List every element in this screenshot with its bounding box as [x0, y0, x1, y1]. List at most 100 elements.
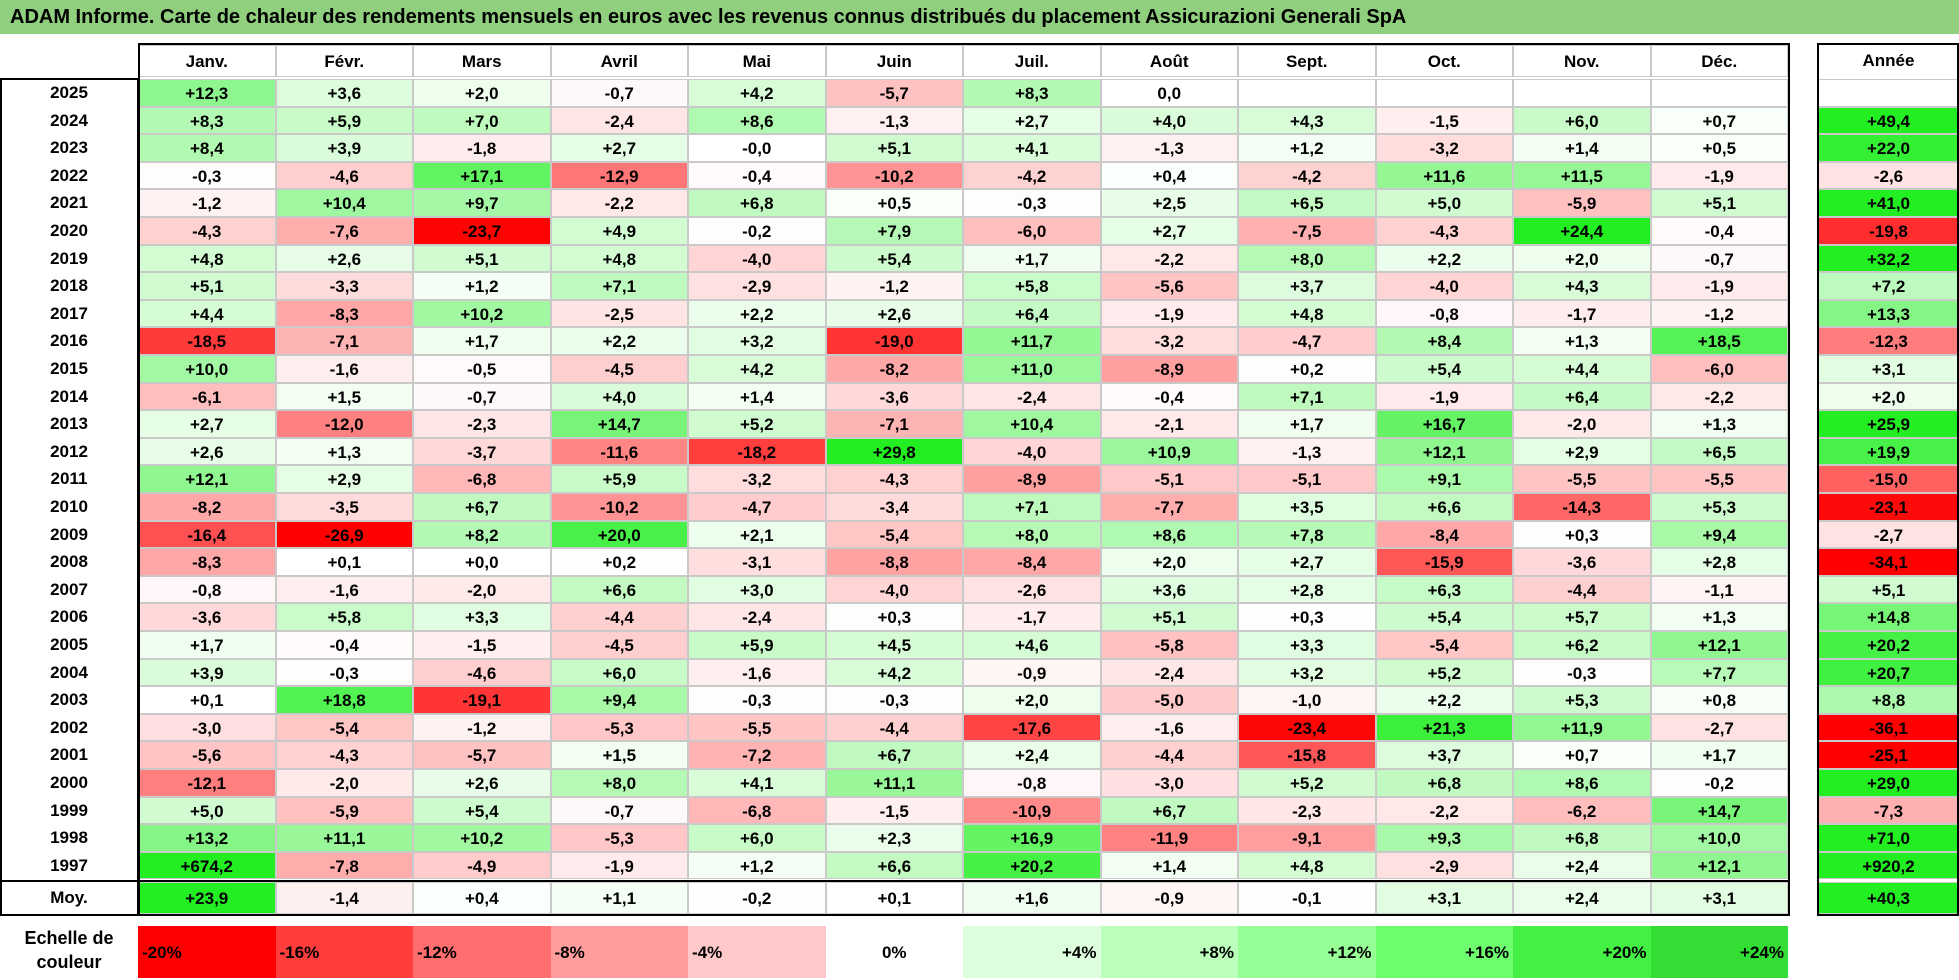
- heatmap-cell: -2,2: [550, 189, 688, 217]
- annual-cell: -23,1: [1818, 493, 1959, 521]
- heatmap-cell: -4,0: [688, 244, 826, 273]
- heatmap-cell: -6,8: [688, 796, 826, 825]
- heatmap-cell: -15,9: [1375, 548, 1513, 576]
- row-year-label: 1999: [50, 800, 88, 820]
- year-column-header: Année: [1818, 45, 1959, 77]
- heatmap-cell: +20,0: [550, 520, 688, 549]
- heatmap-cell: -8,2: [825, 355, 963, 383]
- heatmap-cell: +1,7: [138, 631, 276, 659]
- heatmap-cell: -4,7: [1238, 327, 1376, 355]
- heatmap-cell: -0,9: [963, 658, 1101, 687]
- heatmap-cell: +6,0: [688, 824, 826, 852]
- heatmap-cell: -3,2: [688, 465, 826, 493]
- heatmap-cell: +17,1: [413, 161, 551, 190]
- heatmap-cell: +5,4: [1375, 603, 1513, 631]
- heatmap-cell: -4,2: [963, 161, 1101, 190]
- heatmap-cell: -3,3: [275, 272, 413, 300]
- heatmap-cell: -5,6: [138, 741, 276, 769]
- heatmap-cell: +6,8: [688, 189, 826, 217]
- heatmap-cell: -0,3: [1513, 658, 1651, 687]
- heatmap-cell: +0,3: [1238, 603, 1376, 631]
- heatmap-cell: -5,8: [1100, 631, 1238, 659]
- heatmap-cell: +11,9: [1513, 713, 1651, 742]
- heatmap-cell: +6,5: [1238, 189, 1376, 217]
- annual-cell: -15,0: [1818, 465, 1959, 493]
- heatmap-cell: +12,3: [138, 79, 276, 107]
- heatmap-cell: -5,4: [825, 520, 963, 549]
- heatmap-cell: -2,2: [1375, 796, 1513, 825]
- heatmap-cell: -0,8: [1375, 299, 1513, 328]
- heatmap-cell: -1,9: [1100, 299, 1238, 328]
- column-header: Mai: [688, 45, 826, 77]
- heatmap-cell: -4,4: [1513, 575, 1651, 604]
- heatmap-cell: +2,6: [275, 244, 413, 273]
- heatmap-cell: +1,3: [275, 437, 413, 466]
- heatmap-cell: +4,3: [1238, 106, 1376, 135]
- heatmap-cell: +0,1: [138, 686, 276, 714]
- heatmap-cell: -1,2: [1650, 299, 1788, 328]
- heatmap-cell: -1,5: [825, 796, 963, 825]
- heatmap-cell: -1,0: [1238, 686, 1376, 714]
- heatmap-cell: +2,2: [688, 299, 826, 328]
- annual-cell: -36,1: [1818, 713, 1959, 742]
- heatmap-cell: -3,5: [275, 493, 413, 521]
- annual-cell: +13,3: [1818, 299, 1959, 328]
- scale-swatch: -16%: [275, 926, 413, 978]
- heatmap-cell: +6,8: [1513, 824, 1651, 852]
- heatmap-cell: -4,0: [963, 437, 1101, 466]
- average-cell: +2,4: [1513, 882, 1651, 915]
- heatmap-cell: -4,0: [825, 575, 963, 604]
- heatmap-cell: -5,3: [550, 713, 688, 742]
- average-cell: +3,1: [1375, 882, 1513, 915]
- heatmap-cell: -1,9: [1375, 382, 1513, 411]
- average-annual-cell: +40,3: [1818, 882, 1959, 915]
- heatmap-cell: +10,2: [413, 824, 551, 852]
- heatmap-cell: -3,2: [1100, 327, 1238, 355]
- heatmap-cell: +1,2: [1238, 134, 1376, 162]
- annual-cell: +22,0: [1818, 134, 1959, 162]
- heatmap-cell: -7,8: [275, 851, 413, 880]
- heatmap-cell: +1,2: [688, 851, 826, 880]
- heatmap-cell: -2,6: [963, 575, 1101, 604]
- column-header: Sept.: [1238, 45, 1376, 77]
- heatmap-cell: +5,1: [413, 244, 551, 273]
- heatmap-cell: +5,1: [1100, 603, 1238, 631]
- heatmap-cell: +4,5: [825, 631, 963, 659]
- heatmap-cell: +8,6: [1100, 520, 1238, 549]
- heatmap-cell: +10,9: [1100, 437, 1238, 466]
- heatmap-cell: -11,6: [550, 437, 688, 466]
- heatmap-cell: +8,3: [963, 79, 1101, 107]
- heatmap-cell: +11,1: [275, 824, 413, 852]
- heatmap-cell: +6,0: [550, 658, 688, 687]
- column-header: Nov.: [1513, 45, 1651, 77]
- heatmap-cell: +11,5: [1513, 161, 1651, 190]
- row-year-label: 2004: [50, 662, 88, 682]
- scale-swatch: -8%: [550, 926, 688, 978]
- average-cell: +23,9: [138, 882, 276, 915]
- heatmap-cell: +7,1: [550, 272, 688, 300]
- average-cell: -0,2: [688, 882, 826, 915]
- average-cell: -0,1: [1238, 882, 1376, 915]
- heatmap-cell: +2,3: [825, 824, 963, 852]
- heatmap-cell: +4,0: [1100, 106, 1238, 135]
- heatmap-cell: -18,2: [688, 437, 826, 466]
- heatmap-cell: +12,1: [1650, 631, 1788, 659]
- heatmap-cell: +20,2: [963, 851, 1101, 880]
- annual-cell: -2,6: [1818, 161, 1959, 190]
- row-year-label: 2007: [50, 579, 88, 599]
- heatmap-cell: +3,9: [138, 658, 276, 687]
- annual-cell: -34,1: [1818, 548, 1959, 576]
- heatmap-cell: -7,1: [825, 410, 963, 438]
- heatmap-cell: +0,7: [1650, 106, 1788, 135]
- heatmap-cell: +8,6: [688, 106, 826, 135]
- heatmap-cell: +4,8: [138, 244, 276, 273]
- heatmap-cell: +2,7: [1100, 217, 1238, 245]
- heatmap-cell: -5,7: [825, 79, 963, 107]
- heatmap-cell: +2,0: [963, 686, 1101, 714]
- heatmap-cell: +0,4: [1100, 161, 1238, 190]
- heatmap-cell: -1,6: [1100, 713, 1238, 742]
- heatmap-cell: -5,3: [550, 824, 688, 852]
- heatmap-cell: -1,3: [1100, 134, 1238, 162]
- heatmap-cell: +4,1: [963, 134, 1101, 162]
- scale-swatch: 0%: [825, 926, 963, 978]
